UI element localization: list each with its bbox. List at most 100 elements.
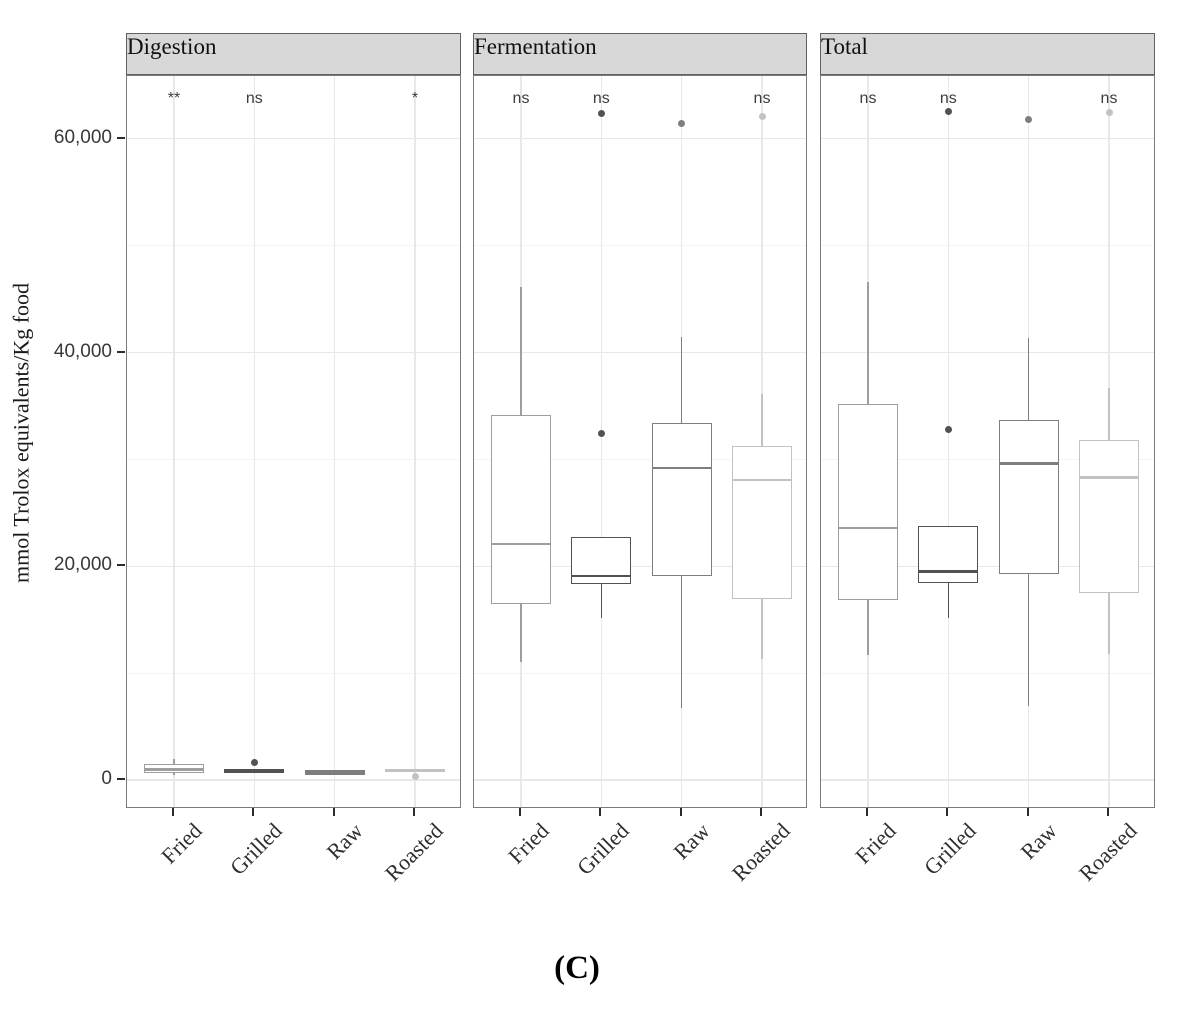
outlier-point-grilled — [597, 430, 605, 438]
significance-label: ns — [592, 90, 610, 107]
outlier-point-roasted — [411, 772, 419, 780]
gridline-minor — [821, 458, 1154, 460]
gridline-minor — [821, 672, 1154, 674]
gridline-major — [474, 138, 806, 140]
y-tick-label: 20,000 — [53, 554, 112, 576]
whisker-upper-fried — [173, 758, 175, 764]
boxplot-box-raw — [651, 423, 712, 576]
outlier-point-raw — [678, 120, 686, 128]
whisker-lower-fried — [520, 603, 522, 663]
facet-header-digestion: Digestion — [126, 33, 461, 75]
facet-plot-digestion: ** ns * — [126, 75, 461, 808]
gridline-major — [127, 138, 460, 140]
gridline-category — [334, 76, 336, 807]
significance-label: ** — [167, 90, 181, 107]
y-tick-mark — [117, 350, 125, 353]
boxplot-box-grilled — [918, 525, 979, 584]
gridline-major — [821, 779, 1154, 781]
significance-label: ns — [1100, 90, 1118, 107]
x-tick-mark — [599, 808, 602, 816]
x-tick-mark — [760, 808, 762, 816]
y-tick-mark — [117, 136, 125, 139]
gridline-major — [474, 565, 806, 567]
gridline-major — [127, 779, 460, 781]
whisker-upper-fried — [520, 287, 522, 415]
y-tick-mark — [117, 778, 125, 780]
outlier-point-grilled — [597, 109, 605, 117]
x-tick-mark — [172, 808, 174, 816]
boxplot-median-roasted — [1079, 476, 1139, 479]
whisker-upper-raw — [1028, 337, 1030, 420]
outlier-point-roasted — [1105, 108, 1113, 116]
whisker-lower-grilled — [947, 583, 949, 618]
significance-label: * — [411, 90, 419, 107]
figure-caption: (C) — [554, 950, 600, 986]
x-tick-mark — [413, 808, 415, 816]
gridline-category — [947, 76, 949, 807]
whisker-upper-roasted — [1108, 387, 1110, 441]
whisker-lower-raw — [1028, 573, 1030, 707]
outlier-point-grilled — [250, 759, 258, 767]
gridline-major — [127, 565, 460, 567]
boxplot-median-roasted — [385, 769, 445, 772]
gridline-major — [821, 565, 1154, 567]
significance-label: ns — [753, 90, 771, 107]
gridline-minor — [821, 245, 1154, 247]
significance-label: ns — [245, 90, 263, 107]
significance-label: ns — [512, 90, 530, 107]
gridline-minor — [474, 672, 806, 674]
boxplot-median-raw — [651, 466, 712, 470]
gridline-minor — [127, 245, 460, 247]
gridline-minor — [127, 458, 460, 460]
whisker-lower-roasted — [1108, 593, 1110, 654]
gridline-major — [474, 352, 806, 354]
x-tick-mark — [679, 808, 682, 816]
x-tick-mark — [519, 808, 521, 816]
boxplot-box-roasted — [732, 445, 792, 600]
gridline-category — [600, 76, 602, 807]
boxplot-median-grilled — [571, 574, 632, 578]
boxplot-box-fried — [491, 414, 551, 604]
significance-label: ns — [939, 90, 957, 107]
y-axis-title: mmol Trolox equivalents/Kg food — [8, 282, 34, 584]
x-tick-mark — [332, 808, 335, 816]
gridline-minor — [474, 245, 806, 247]
boxplot-median-fried — [491, 542, 551, 546]
whisker-upper-fried — [867, 282, 869, 404]
x-tick-mark — [252, 808, 255, 816]
outlier-point-roasted — [758, 112, 766, 120]
gridline-major — [474, 779, 806, 781]
facet-title: Fermentation — [474, 34, 597, 59]
y-tick-label: 40,000 — [53, 340, 112, 362]
gridline-major — [821, 352, 1154, 354]
boxplot-median-raw — [304, 771, 365, 774]
y-tick-mark — [117, 564, 125, 567]
gridline-minor — [127, 672, 460, 674]
facet-plot-total: ns ns ns — [820, 75, 1155, 808]
whisker-lower-fried — [173, 773, 175, 775]
gridline-minor — [474, 458, 806, 460]
significance-label: ns — [859, 90, 877, 107]
gridline-category — [414, 76, 416, 807]
whisker-upper-roasted — [761, 394, 763, 446]
whisker-lower-fried — [867, 600, 869, 655]
whisker-lower-grilled — [600, 584, 602, 618]
boxplot-median-grilled — [224, 769, 285, 773]
facet-title: Digestion — [127, 34, 217, 59]
boxplot-median-fried — [144, 768, 204, 771]
y-tick-label: 0 — [101, 768, 112, 789]
boxplot-median-roasted — [732, 478, 792, 481]
facet-plot-fermentation: ns ns ns — [473, 75, 807, 808]
facet-title: Total — [821, 34, 868, 59]
gridline-major — [127, 352, 460, 354]
x-tick-mark — [1026, 808, 1029, 816]
facet-header-fermentation: Fermentation — [473, 33, 807, 75]
facet-header-total: Total — [820, 33, 1155, 75]
whisker-lower-raw — [681, 575, 683, 709]
whisker-lower-roasted — [761, 599, 763, 660]
x-tick-mark — [866, 808, 868, 816]
outlier-point-raw — [1025, 116, 1033, 124]
boxplot-median-fried — [838, 526, 898, 530]
outlier-point-grilled — [944, 426, 952, 434]
